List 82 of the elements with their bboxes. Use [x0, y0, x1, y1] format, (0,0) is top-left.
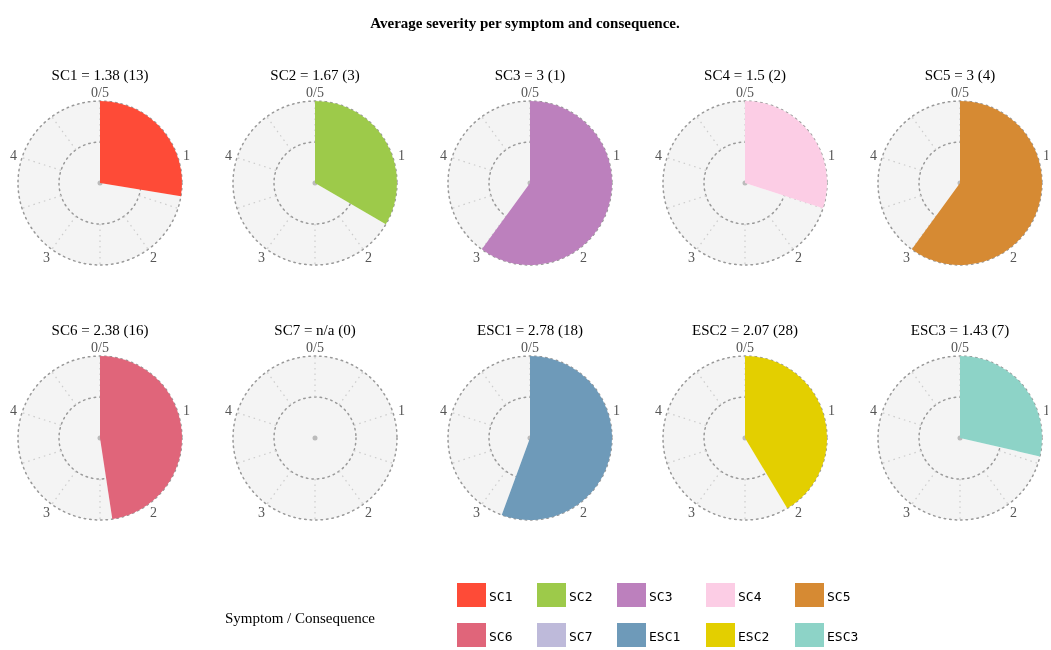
text: 4 — [654, 147, 662, 163]
text: 2 — [1009, 249, 1017, 265]
pie-slice — [878, 101, 960, 250]
legend-label: SC5 — [827, 588, 851, 604]
text: 3 — [903, 249, 911, 265]
pie-slice — [745, 101, 827, 209]
text: Average severity per symptom and consequence. — [370, 15, 680, 31]
text: 0/5 — [951, 84, 969, 100]
pie-slice — [18, 356, 113, 520]
text: 4 — [9, 147, 17, 163]
text: 3 — [258, 504, 266, 520]
chart-title: SC1 = 1.38 (13) — [51, 67, 149, 84]
chart-title: SC3 = 3 (1) — [494, 67, 566, 84]
text: 1 — [183, 147, 191, 163]
text: 3 — [43, 249, 51, 265]
text: 3 — [43, 504, 51, 520]
text: 4 — [224, 402, 232, 418]
text: 2 — [794, 249, 802, 265]
legend-label: SC1 — [489, 588, 513, 604]
text: 2 — [364, 504, 372, 520]
text: 2 — [579, 504, 587, 520]
pie-slice — [481, 101, 612, 265]
pie-slice — [911, 101, 1042, 265]
chart-title: ESC1 = 2.78 (18) — [477, 322, 583, 339]
text: 3 — [903, 504, 911, 520]
text: 2 — [579, 249, 587, 265]
text: 4 — [654, 402, 662, 418]
text: 1 — [183, 402, 191, 418]
chart-title: SC2 = 1.67 (3) — [270, 67, 360, 84]
text: 3 — [688, 504, 696, 520]
text: 0/5 — [521, 84, 539, 100]
legend-label: ESC3 — [827, 628, 859, 644]
legend-label: SC2 — [569, 588, 593, 604]
text: 1 — [613, 402, 621, 418]
text: 1 — [613, 147, 621, 163]
legend-label: SC4 — [738, 588, 762, 604]
pie-slice — [315, 101, 397, 225]
chart-title: SC5 = 3 (4) — [924, 67, 996, 84]
chart-title: ESC3 = 1.43 (7) — [910, 322, 1010, 339]
text: 2 — [149, 504, 157, 520]
text: 0/5 — [736, 84, 754, 100]
text: 2 — [794, 504, 802, 520]
legend-label: SC3 — [649, 588, 673, 604]
legend-label: SC7 — [569, 628, 593, 644]
text: 0/5 — [306, 84, 324, 100]
text: 4 — [869, 147, 877, 163]
chart-title: SC6 = 2.38 (16) — [51, 322, 149, 339]
text: 2 — [364, 249, 372, 265]
chart-title: SC7 = n/a (0) — [274, 322, 356, 339]
text: 3 — [688, 249, 696, 265]
text: 1 — [828, 402, 836, 418]
legend-label: SC6 — [489, 628, 513, 644]
text: 4 — [9, 402, 17, 418]
text: 1 — [828, 147, 836, 163]
text: 1 — [398, 147, 406, 163]
legend-title: Symptom / Consequence — [225, 610, 376, 627]
legend-label: ESC2 — [738, 628, 770, 644]
text: 3 — [473, 504, 481, 520]
pie-slice — [663, 356, 788, 520]
text: 3 — [473, 249, 481, 265]
text: 0/5 — [91, 339, 109, 355]
text: 4 — [439, 402, 447, 418]
text: 0/5 — [306, 339, 324, 355]
pie-slice — [100, 356, 182, 520]
text: 4 — [439, 147, 447, 163]
text: 0/5 — [951, 339, 969, 355]
legend-label: ESC1 — [649, 628, 681, 644]
text: 0/5 — [521, 339, 539, 355]
text: 4 — [869, 402, 877, 418]
pie-slice — [501, 356, 612, 520]
pie-slice — [448, 356, 530, 515]
pie-slice — [745, 356, 827, 509]
chart-title: ESC2 = 2.07 (28) — [692, 322, 798, 339]
text: 1 — [398, 402, 406, 418]
pie-slice — [448, 101, 530, 250]
text: 0/5 — [736, 339, 754, 355]
text: 4 — [224, 147, 232, 163]
chart-title: SC4 = 1.5 (2) — [704, 67, 786, 84]
text: 2 — [149, 249, 157, 265]
text: 3 — [258, 249, 266, 265]
text: 2 — [1009, 504, 1017, 520]
text: 0/5 — [91, 84, 109, 100]
